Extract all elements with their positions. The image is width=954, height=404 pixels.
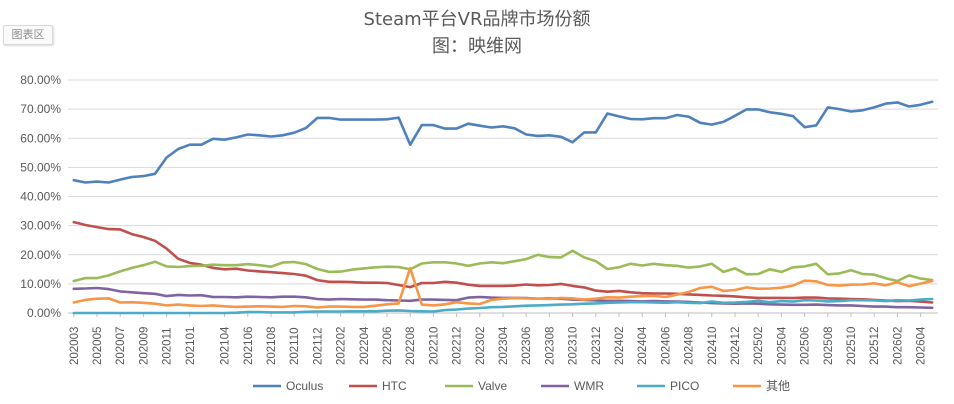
series-line-其他: [72, 266, 934, 309]
x-tick-label: 202202: [336, 327, 348, 365]
series-line-Oculus: [72, 100, 934, 184]
x-tick-label: 202106: [243, 327, 255, 365]
legend-label: Oculus: [286, 379, 323, 393]
y-tick-label: 0.00%: [27, 306, 61, 320]
x-tick-label: 202110: [289, 327, 301, 365]
x-tick-label: 202506: [800, 327, 812, 365]
x-tick-label: 202402: [614, 327, 626, 365]
x-tick-label: 202504: [776, 326, 788, 365]
series-line-HTC: [72, 220, 934, 304]
x-tick-label: 202502: [753, 327, 765, 365]
x-tick-label: 202508: [823, 327, 835, 365]
legend-label: WMR: [574, 379, 604, 393]
x-tick-label: 202204: [359, 326, 371, 365]
gridlines: [68, 79, 938, 314]
x-tick-label: 202410: [707, 327, 719, 365]
x-tick-label: 202108: [266, 327, 278, 365]
chart-area-tag[interactable]: 图表区: [3, 25, 53, 45]
y-tick-label: 60.00%: [20, 131, 61, 145]
x-tick-label: 202007: [115, 327, 127, 365]
x-tick-label: 202112: [312, 327, 324, 365]
x-tick-label: 202406: [660, 327, 672, 365]
legend-label: Valve: [478, 379, 507, 393]
x-tick-label: 202602: [892, 327, 904, 365]
y-axis-ticks: 0.00% 10.00% 20.00% 30.00% 40.00% 50.00% 60.00…: [20, 73, 61, 320]
legend: Oculus HTC Valve WMR PICO 其他: [253, 379, 790, 393]
legend-label: HTC: [382, 379, 407, 393]
x-tick-label: 202206: [382, 327, 394, 365]
x-tick-label: 202312: [591, 327, 603, 365]
x-tick-label: 202208: [405, 327, 417, 365]
y-tick-label: 80.00%: [20, 73, 61, 87]
x-tick-label: 202604: [916, 326, 928, 365]
y-tick-label: 40.00%: [20, 190, 61, 204]
series-line-PICO: [72, 297, 934, 315]
x-tick-label: 202101: [185, 327, 197, 365]
x-tick-label: 202412: [730, 327, 742, 365]
x-tick-label: 202212: [452, 327, 464, 365]
x-tick-label: 202408: [684, 327, 696, 365]
x-tick-label: 202210: [428, 327, 440, 365]
series-line-Valve: [72, 249, 934, 283]
y-tick-label: 30.00%: [20, 219, 61, 233]
legend-label: 其他: [766, 379, 790, 393]
x-tick-label: 202011: [162, 327, 174, 365]
legend-label: PICO: [670, 379, 699, 393]
x-tick-label: 202009: [138, 327, 150, 365]
x-tick-label: 202304: [498, 326, 510, 365]
x-tick-label: 202003: [69, 327, 81, 365]
y-tick-label: 70.00%: [20, 102, 61, 116]
chart-title: Steam平台VR品牌市场份额: [364, 9, 591, 30]
series-lines: [72, 100, 934, 315]
x-tick-label: 202308: [544, 327, 556, 365]
y-tick-label: 50.00%: [20, 160, 61, 174]
y-tick-label: 10.00%: [20, 277, 61, 291]
x-tick-label: 202510: [846, 327, 858, 365]
x-tick-label: 202310: [568, 327, 580, 365]
chart-subtitle: 图：映维网: [432, 36, 522, 57]
x-tick-label: 202306: [521, 327, 533, 365]
x-tick-label: 202302: [475, 327, 487, 365]
x-axis-ticks: 202003 202005 202007 202009 202011 202101 2021…: [69, 313, 928, 365]
x-tick-label: 202404: [637, 326, 649, 365]
x-tick-label: 202005: [92, 327, 104, 365]
y-tick-label: 20.00%: [20, 248, 61, 262]
x-tick-label: 202512: [869, 327, 881, 365]
x-tick-label: 202104: [220, 326, 232, 365]
